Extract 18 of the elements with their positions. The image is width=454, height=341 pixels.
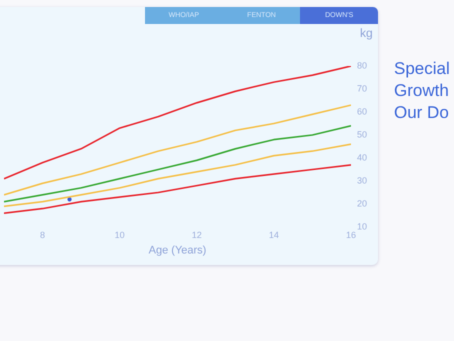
text: Growth — [394, 80, 450, 102]
x-axis-title: Age (Years) — [148, 244, 206, 256]
x-tick-label: 8 — [40, 230, 46, 240]
x-tick-label: 12 — [192, 230, 202, 240]
text: Special — [394, 58, 450, 80]
y-tick-label: 10 — [356, 221, 368, 232]
text: Our Do — [394, 102, 450, 124]
y-tick-label: 60 — [356, 106, 368, 116]
x-tick-label: 10 — [114, 230, 125, 240]
y-tick-label: 30 — [356, 175, 368, 186]
y-tick-label: 20 — [356, 198, 368, 208]
x-tick-label: 14 — [268, 230, 279, 240]
y-axis-title: kg — [360, 26, 373, 40]
y-tick-label: 50 — [356, 129, 368, 140]
x-tick-label: 16 — [346, 230, 356, 240]
y-tick-label: 70 — [356, 83, 368, 94]
y-tick-label: 40 — [356, 152, 368, 162]
y-tick-label: 80 — [356, 60, 368, 70]
